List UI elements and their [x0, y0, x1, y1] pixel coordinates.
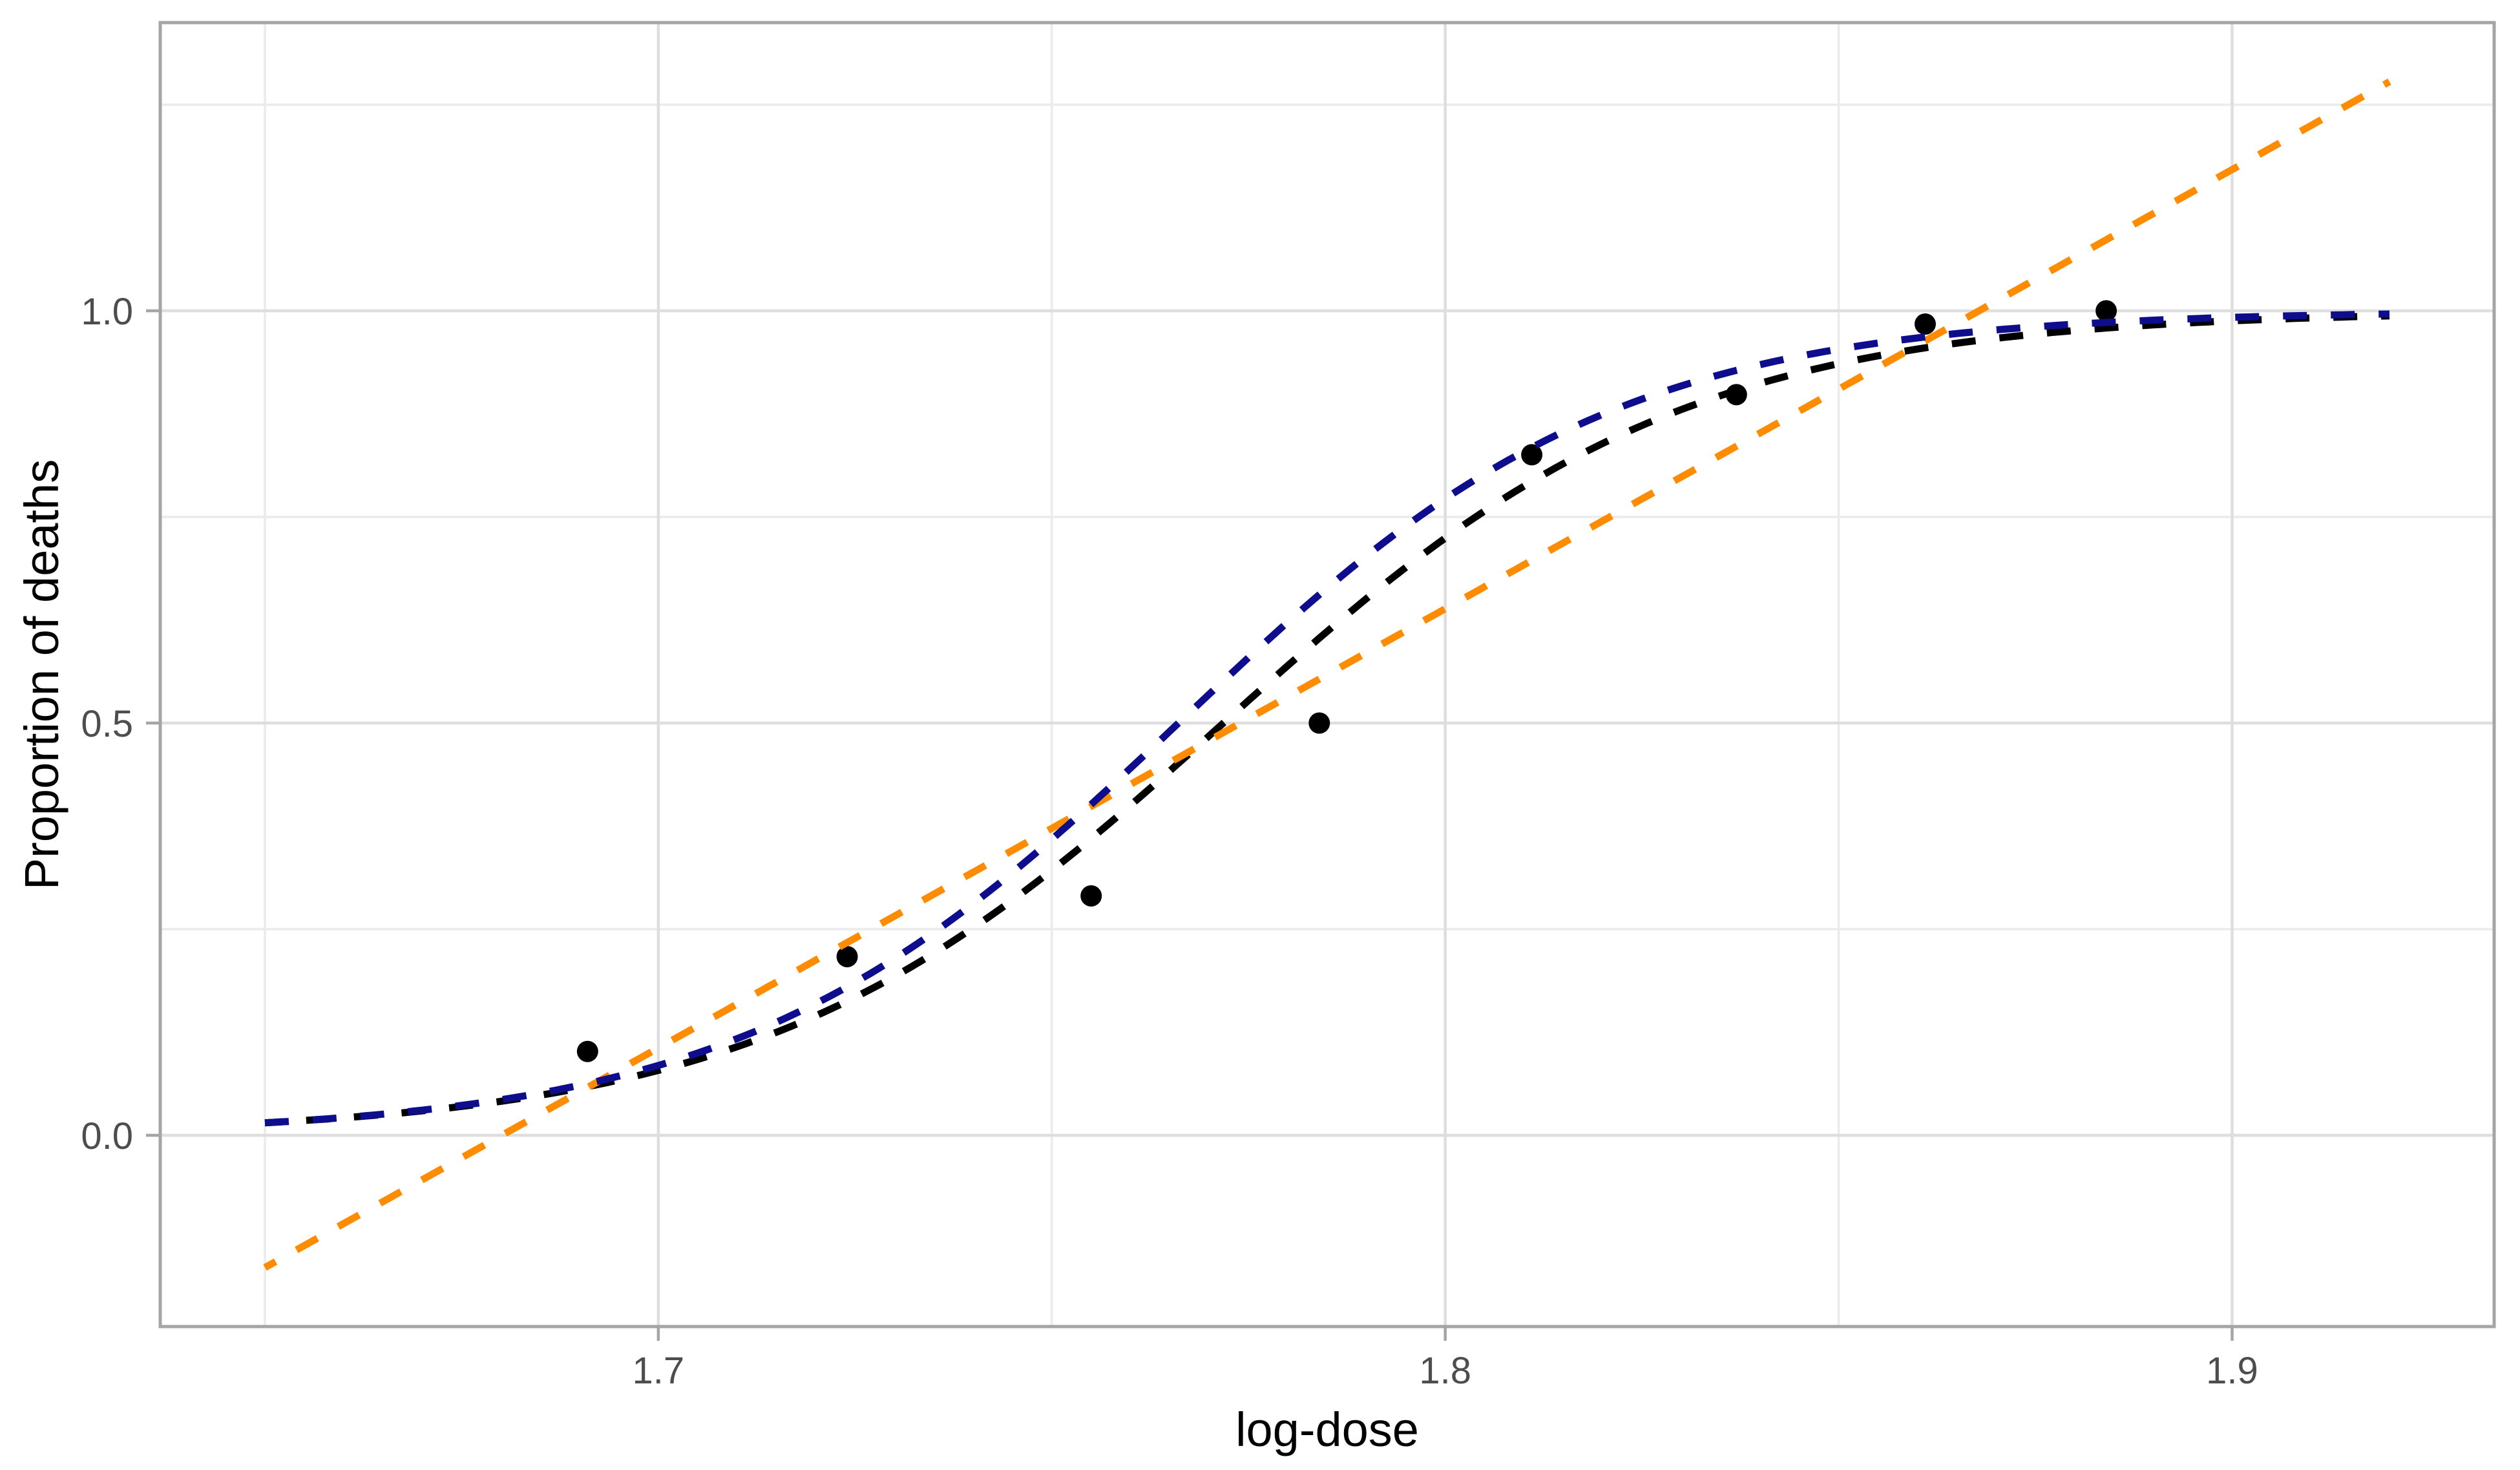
grid-minor-lines [160, 23, 2494, 1327]
data-point [836, 946, 858, 967]
x-tick-label: 1.9 [2206, 1350, 2258, 1392]
axis-tick-marks [146, 309, 2234, 1341]
navy-logistic-fit [264, 310, 2390, 1127]
data-point [1915, 313, 1936, 335]
data-point [2095, 300, 2117, 322]
fit-curves [263, 78, 2391, 1271]
x-tick-label: 1.7 [633, 1350, 685, 1392]
scatter-points [576, 300, 2117, 1062]
data-point [1080, 885, 1102, 907]
y-tick-label: 0.0 [81, 1115, 133, 1157]
y-tick-label: 1.0 [81, 291, 133, 333]
data-point [1521, 444, 1543, 466]
x-tick-label: 1.8 [1419, 1350, 1471, 1392]
data-point [1308, 712, 1330, 734]
x-axis-title: log-dose [1235, 1403, 1419, 1456]
data-point [576, 1040, 598, 1062]
y-tick-label: 0.5 [81, 703, 133, 745]
y-axis-title: Proportion of deaths [15, 459, 68, 890]
black-logistic-fit [264, 312, 2390, 1127]
axis-tick-labels: 1.7 1.8 1.9 0.0 0.5 1.0 [81, 291, 2258, 1392]
panel-border [158, 21, 2496, 1328]
